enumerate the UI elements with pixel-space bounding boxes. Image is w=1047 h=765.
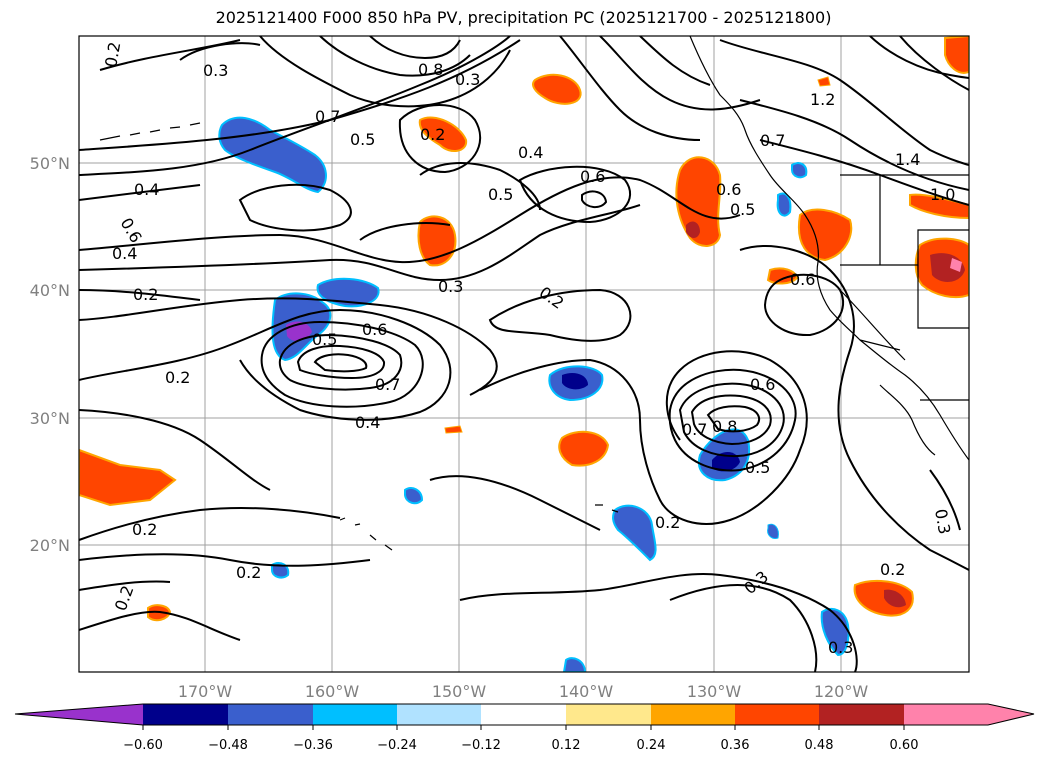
colorbar-swatch	[481, 704, 566, 725]
colorbar-swatch	[397, 704, 481, 725]
lon-tick-label: 160°W	[305, 682, 360, 701]
contour-label: 0.2	[420, 125, 445, 144]
lon-tick-label: 130°W	[687, 682, 742, 701]
contour-label: 0.3	[438, 277, 463, 296]
coastlines	[99, 36, 969, 551]
contour-label: 0.5	[350, 130, 375, 149]
contour-label: 0.7	[315, 107, 340, 126]
contour-label: 0.2	[101, 40, 124, 68]
contour-label: 0.5	[488, 185, 513, 204]
contour-label: 0.6	[580, 167, 605, 186]
map-title: 2025121400 F000 850 hPa PV, precipitatio…	[215, 8, 832, 27]
colorbar-swatch	[904, 704, 988, 725]
latitude-tick-labels: 50°N 40°N 30°N 20°N	[30, 154, 70, 555]
colorbar-tick-label: 0.48	[805, 738, 834, 753]
colorbar-tick-label: −0.48	[208, 738, 248, 753]
colorbar-swatch	[143, 704, 228, 725]
longitude-tick-labels: 170°W 160°W 150°W 140°W 130°W 120°W	[178, 682, 869, 701]
contour-label: 0.4	[134, 180, 159, 199]
contour-label: 0.2	[655, 513, 680, 532]
colorbar-tick-label: −0.24	[377, 738, 417, 753]
colorbar: −0.60 −0.48 −0.36 −0.24 −0.12 0.12 0.24 …	[14, 703, 1035, 753]
contour-label: 0.6	[750, 375, 775, 394]
contour-label: 0.2	[880, 560, 905, 579]
colorbar-swatch	[313, 704, 397, 725]
colorbar-tick-label: 0.24	[637, 738, 666, 753]
colorbar-extend-max	[988, 704, 1034, 725]
contour-label: 0.5	[730, 200, 755, 219]
colorbar-swatch	[819, 704, 904, 725]
colorbar-swatch	[735, 704, 819, 725]
colorbar-extend-min	[15, 704, 143, 725]
colorbar-swatch	[566, 704, 651, 725]
contour-label: 0.5	[312, 330, 337, 349]
contour-label: 0.2	[133, 285, 158, 304]
contour-label: 0.7	[375, 375, 400, 394]
colorbar-tick-label: 0.36	[721, 738, 750, 753]
contour-label: 0.3	[455, 70, 480, 89]
contour-label: 0.4	[518, 143, 543, 162]
contour-label: 0.6	[716, 180, 741, 199]
lat-tick-label: 40°N	[30, 281, 70, 300]
lon-tick-label: 120°W	[814, 682, 869, 701]
contour-label: 0.3	[931, 507, 954, 535]
lat-tick-label: 20°N	[30, 536, 70, 555]
colorbar-tick-label: −0.60	[123, 738, 163, 753]
lon-tick-label: 140°W	[559, 682, 614, 701]
contour-label: 0.3	[203, 61, 228, 80]
contour-label: 0.7	[682, 420, 707, 439]
colorbar-swatch	[228, 704, 313, 725]
colorbar-tick-label: −0.36	[293, 738, 333, 753]
contour-label: 0.2	[132, 520, 157, 539]
lat-tick-label: 50°N	[30, 154, 70, 173]
precip-positive-areas	[79, 36, 969, 622]
colorbar-swatch	[651, 704, 735, 725]
contour-label: 0.7	[760, 131, 785, 150]
pv-contours	[79, 36, 969, 672]
contour-label: 0.4	[112, 244, 137, 263]
contour-label: 1.4	[895, 150, 920, 169]
contour-label: 0.8	[418, 60, 443, 79]
colorbar-tick-label: 0.12	[552, 738, 581, 753]
contour-label: 0.3	[828, 638, 853, 657]
contour-label: 1.2	[810, 90, 835, 109]
contour-label: 0.6	[362, 320, 387, 339]
colorbar-tick-label: −0.12	[461, 738, 501, 753]
lon-tick-label: 170°W	[178, 682, 233, 701]
contour-label: 0.4	[355, 413, 380, 432]
map-frame	[78, 35, 970, 673]
contour-label: 0.6	[790, 270, 815, 289]
map-plot-area: 0.2 0.3 0.7 0.5 0.3 0.2 0.4 0.6 0.5 0.4 …	[79, 36, 969, 672]
contour-label: 0.5	[745, 458, 770, 477]
lat-tick-label: 30°N	[30, 409, 70, 428]
contour-label: 0.8	[712, 417, 737, 436]
colorbar-tick-label: 0.60	[890, 738, 919, 753]
lon-tick-label: 150°W	[432, 682, 487, 701]
contour-label: 0.2	[165, 368, 190, 387]
contour-label: 0.2	[236, 563, 261, 582]
contour-label: 1.0	[930, 185, 955, 204]
